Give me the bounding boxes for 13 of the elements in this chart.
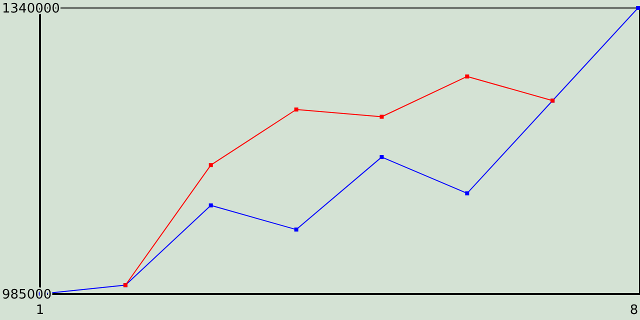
- point: [380, 155, 384, 160]
- y-tick-label: 985000: [2, 288, 52, 303]
- x-tick-label: 1: [36, 303, 44, 318]
- point: [636, 6, 640, 10]
- point: [208, 163, 213, 168]
- point: [294, 108, 298, 112]
- point: [294, 228, 298, 232]
- y-tick-label: 1340000: [2, 2, 60, 17]
- point: [380, 114, 384, 119]
- point: [465, 74, 470, 78]
- x-tick-label: 8: [630, 303, 638, 318]
- point: [208, 203, 213, 208]
- point: [465, 191, 470, 196]
